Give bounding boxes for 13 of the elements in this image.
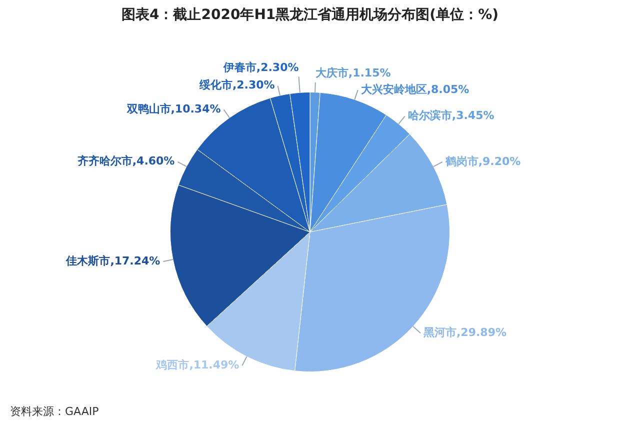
chart-title: 图表4：截止2020年H1黑龙江省通用机场分布图(单位：%) <box>120 6 500 25</box>
slice-label: 伊春市,2.30% <box>222 61 299 74</box>
slice-label: 鸡西市,11.49% <box>155 358 240 372</box>
slice-label: 大兴安岭地区,8.05% <box>360 82 470 96</box>
slice-label: 哈尔滨市,3.45% <box>408 109 494 122</box>
text: 资料来源：GAAIP <box>9 404 100 420</box>
slice-label: 双鸭山市,10.34% <box>126 102 221 116</box>
slice-label: 鹤岗市,9.20% <box>444 154 521 168</box>
slice-label: 大庆市,1.15% <box>315 66 391 80</box>
slice-label: 佳木斯市,17.24% <box>65 254 160 268</box>
slice-label: 齐齐哈尔市,4.60% <box>77 154 175 168</box>
slice-label: 黑河市,29.89% <box>422 326 506 339</box>
slice-label: 绥化市,2.30% <box>198 78 275 92</box>
